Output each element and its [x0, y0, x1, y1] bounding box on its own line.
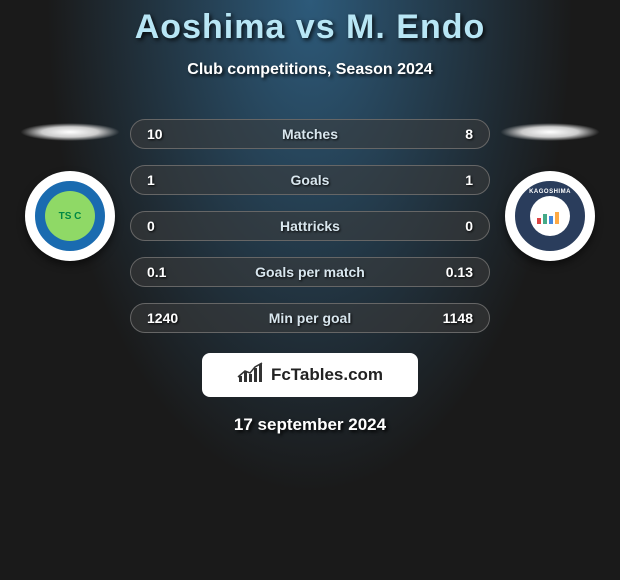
left-side: TS C [20, 119, 120, 261]
stat-left-value: 10 [147, 126, 187, 142]
stat-left-value: 0.1 [147, 264, 187, 280]
branding-box[interactable]: FcTables.com [202, 353, 418, 397]
branding-text: FcTables.com [271, 365, 383, 385]
stat-row-mpg: 1240 Min per goal 1148 [130, 303, 490, 333]
right-badge-inner: KAGOSHIMA [512, 178, 588, 254]
stat-row-matches: 10 Matches 8 [130, 119, 490, 149]
date-text: 17 september 2024 [234, 415, 386, 435]
stat-label: Matches [282, 126, 338, 142]
stat-right-value: 8 [433, 126, 473, 142]
stats-column: 10 Matches 8 1 Goals 1 0 Hattricks 0 0.1… [130, 119, 490, 333]
left-club-badge[interactable]: TS C [25, 171, 115, 261]
stat-row-hattricks: 0 Hattricks 0 [130, 211, 490, 241]
main-container: Aoshima vs M. Endo Club competitions, Se… [0, 0, 620, 435]
stat-left-value: 1240 [147, 310, 187, 326]
stat-right-value: 0.13 [433, 264, 473, 280]
stat-label: Goals [291, 172, 330, 188]
stat-label: Hattricks [280, 218, 340, 234]
stat-label: Min per goal [269, 310, 351, 326]
stat-right-value: 1 [433, 172, 473, 188]
chart-icon [237, 362, 265, 389]
page-subtitle: Club competitions, Season 2024 [187, 61, 432, 79]
left-badge-icon: TS C [45, 191, 95, 241]
stat-row-gpm: 0.1 Goals per match 0.13 [130, 257, 490, 287]
stat-right-value: 0 [433, 218, 473, 234]
stat-left-value: 1 [147, 172, 187, 188]
right-side: KAGOSHIMA [500, 119, 600, 261]
player-shadow-left [20, 123, 120, 141]
right-club-badge[interactable]: KAGOSHIMA [505, 171, 595, 261]
player-shadow-right [500, 123, 600, 141]
left-badge-inner: TS C [32, 178, 108, 254]
stat-left-value: 0 [147, 218, 187, 234]
stats-wrapper: TS C 10 Matches 8 1 Goals 1 0 Hattricks … [0, 119, 620, 333]
right-badge-icon [530, 196, 570, 236]
page-title: Aoshima vs M. Endo [135, 8, 486, 47]
right-badge-text: KAGOSHIMA [529, 189, 571, 195]
stat-row-goals: 1 Goals 1 [130, 165, 490, 195]
stat-label: Goals per match [255, 264, 365, 280]
stat-right-value: 1148 [433, 310, 473, 326]
